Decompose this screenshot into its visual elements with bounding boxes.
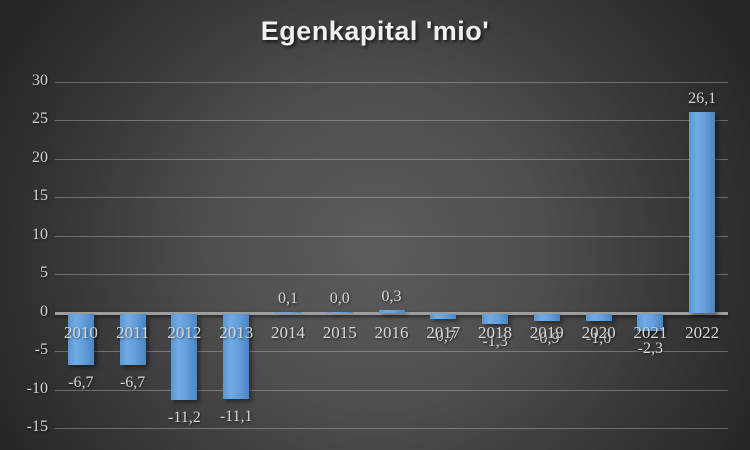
y-axis-tick-label: 30 xyxy=(32,72,48,89)
category-label: 2010 xyxy=(63,322,98,342)
y-axis-tick-label: -10 xyxy=(26,379,48,397)
gridline xyxy=(55,389,728,391)
value-label: -0,7 xyxy=(430,328,456,346)
bar xyxy=(585,313,612,322)
gridline xyxy=(55,158,728,160)
gridline xyxy=(55,351,728,353)
bar xyxy=(67,313,94,366)
y-axis-tick-label: 10 xyxy=(32,225,48,243)
gridline xyxy=(55,120,728,122)
gridline xyxy=(55,197,728,199)
category-label: 2014 xyxy=(270,322,305,342)
value-label: -1,3 xyxy=(482,332,508,350)
y-axis-tick-label: 5 xyxy=(40,264,48,282)
bar xyxy=(326,311,353,313)
y-axis-tick-label: 25 xyxy=(32,110,48,128)
plot-area: -6,7 2010 -6,7 2011 -11,2 2012 -11,1 2013 0,1 201… xyxy=(55,82,728,429)
value-label: 0,1 xyxy=(277,289,298,307)
gridline xyxy=(55,82,728,83)
category-label: 2020 xyxy=(581,322,616,342)
bar xyxy=(689,111,716,313)
value-label: -11,2 xyxy=(168,408,201,426)
value-label: -2,3 xyxy=(637,340,663,358)
gridline xyxy=(55,274,728,276)
y-axis-tick-label: 15 xyxy=(32,187,48,205)
bar xyxy=(119,313,146,366)
category-label: 2015 xyxy=(322,322,357,342)
y-axis-tick-label: -15 xyxy=(26,418,48,435)
value-label: -6,7 xyxy=(119,374,146,392)
category-label: 2021 xyxy=(633,322,668,342)
y-axis-tick-label: -5 xyxy=(34,341,48,359)
value-label: -6,7 xyxy=(68,374,94,392)
bar xyxy=(482,313,509,324)
gridline xyxy=(55,428,728,429)
category-label: 2016 xyxy=(374,322,409,342)
y-axis-tick-label: 0 xyxy=(40,302,48,320)
bar xyxy=(533,313,560,321)
value-label: -11,1 xyxy=(219,408,253,425)
chart-title: Egenkapital 'mio' xyxy=(260,16,490,46)
bar xyxy=(274,311,301,313)
bar xyxy=(171,313,198,400)
value-label: 0,3 xyxy=(381,288,402,306)
category-label: 2011 xyxy=(115,322,150,342)
value-label: 0,0 xyxy=(329,289,350,307)
gridline xyxy=(55,235,728,237)
category-label: 2012 xyxy=(167,322,202,342)
bar xyxy=(378,310,405,313)
y-axis-tick-label: 20 xyxy=(32,148,48,166)
value-label: -0,9 xyxy=(534,329,560,347)
value-label: 26,1 xyxy=(688,89,717,107)
category-label: 2013 xyxy=(219,322,254,342)
bar xyxy=(637,313,664,332)
category-label: 2022 xyxy=(685,322,720,342)
zero-axis-line xyxy=(55,311,728,315)
bar xyxy=(430,313,457,320)
category-label: 2019 xyxy=(529,322,564,342)
bar xyxy=(223,313,250,399)
value-label: -1,0 xyxy=(585,330,612,348)
category-label: 2018 xyxy=(478,322,513,342)
category-label: 2017 xyxy=(426,322,461,342)
